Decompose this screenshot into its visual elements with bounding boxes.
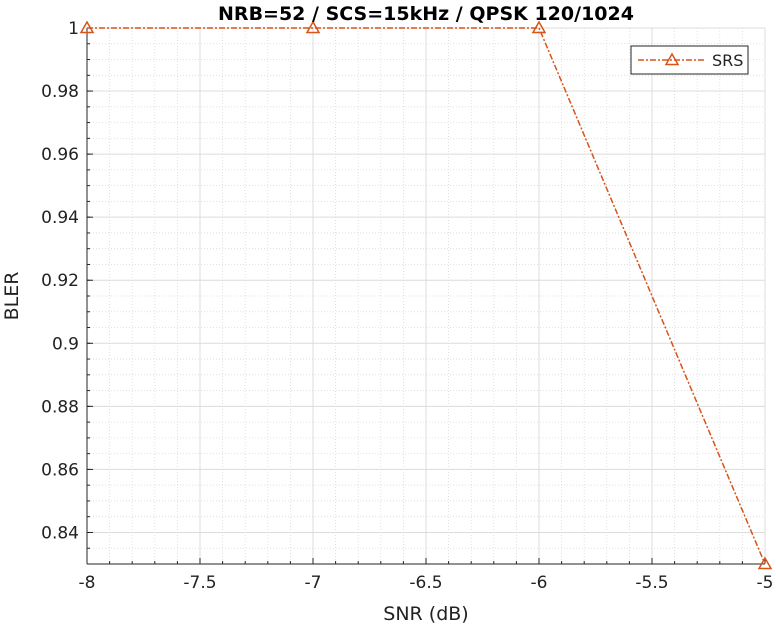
y-tick-label: 1 <box>68 19 79 39</box>
y-tick-label: 0.88 <box>41 397 79 417</box>
x-tick-label: -5 <box>757 573 774 593</box>
y-tick-label: 0.94 <box>41 208 79 228</box>
y-tick-label: 0.86 <box>41 460 79 480</box>
chart-title: NRB=52 / SCS=15kHz / QPSK 120/1024 <box>218 3 634 25</box>
x-tick-label: -6.5 <box>409 573 442 593</box>
legend-marker-triangle-icon <box>664 52 680 66</box>
data-point-srs <box>757 556 773 570</box>
y-tick-label: 0.9 <box>52 334 79 354</box>
y-tick-label: 0.98 <box>41 82 79 102</box>
x-tick-label: -8 <box>79 573 96 593</box>
y-tick-label: 0.96 <box>41 145 79 165</box>
legend: SRS <box>630 45 749 75</box>
x-tick-label: -5.5 <box>635 573 668 593</box>
data-point-srs <box>531 20 547 34</box>
series-layer <box>79 20 773 570</box>
data-point-srs <box>79 20 95 34</box>
data-point-srs <box>305 20 321 34</box>
series-line-srs <box>87 27 766 565</box>
x-tick-label: -6 <box>531 573 548 593</box>
y-tick-label: 0.92 <box>41 271 79 291</box>
y-axis-label: BLER <box>1 272 23 321</box>
legend-label-srs: SRS <box>712 51 743 70</box>
x-tick-label: -7.5 <box>183 573 216 593</box>
y-tick-label: 0.84 <box>41 523 79 543</box>
x-tick-label: -7 <box>305 573 322 593</box>
x-axis-label: SNR (dB) <box>383 603 468 625</box>
ticks: -8 -7.5 -7 -6.5 -6 -5.5 -5 0.84 0.86 0.88 0.9 0.92 0… <box>41 19 773 593</box>
